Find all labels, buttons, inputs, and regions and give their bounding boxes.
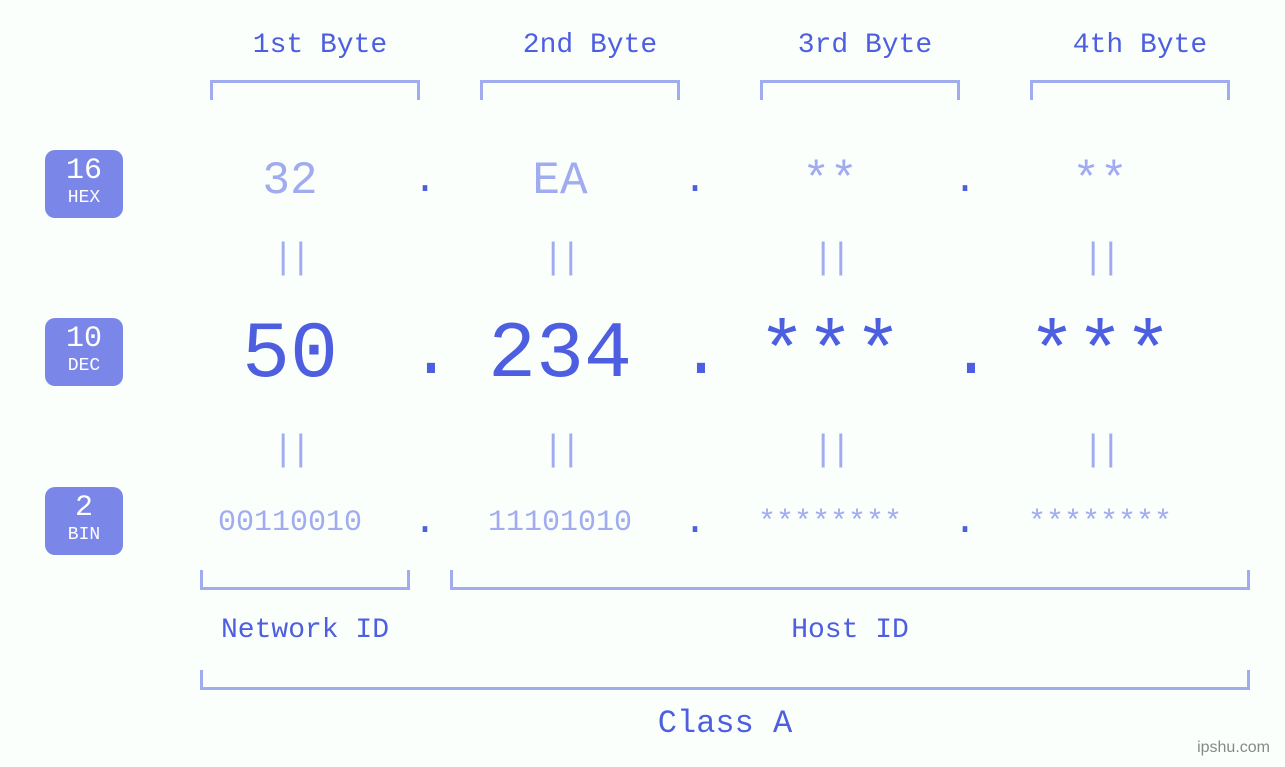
dot: . xyxy=(410,316,440,395)
label-host-id: Host ID xyxy=(450,615,1250,646)
equals-icon: || xyxy=(440,430,680,471)
bracket-top-2 xyxy=(480,80,680,100)
dec-b3: *** xyxy=(710,310,950,401)
dot: . xyxy=(680,500,710,545)
equals-icon: || xyxy=(440,238,680,279)
row-dec: 50 . 234 . *** . *** xyxy=(170,310,1265,401)
bracket-network xyxy=(200,570,410,590)
badge-hex: 16 HEX xyxy=(45,150,123,218)
bin-b1: 00110010 xyxy=(170,506,410,540)
bracket-top-3 xyxy=(760,80,960,100)
bin-b4: ******** xyxy=(980,506,1220,540)
row-hex: 32 . EA . ** . ** xyxy=(170,155,1265,207)
equals-icon: || xyxy=(980,430,1220,471)
dec-b4: *** xyxy=(980,310,1220,401)
equals-icon: || xyxy=(980,238,1220,279)
row-bin: 00110010 . 11101010 . ******** . *******… xyxy=(170,500,1265,545)
bin-b2: 11101010 xyxy=(440,506,680,540)
bracket-host xyxy=(450,570,1250,590)
header-byte1: 1st Byte xyxy=(200,30,440,61)
equals-icon: || xyxy=(170,238,410,279)
bracket-class xyxy=(200,670,1250,690)
equals-icon: || xyxy=(710,430,950,471)
header-byte3: 3rd Byte xyxy=(745,30,985,61)
equals-icon: || xyxy=(170,430,410,471)
hex-b1: 32 xyxy=(170,155,410,207)
row-eq1: || || || || xyxy=(170,238,1265,279)
watermark: ipshu.com xyxy=(1197,739,1270,757)
dec-b1: 50 xyxy=(170,310,410,401)
dot: . xyxy=(410,500,440,545)
dec-b2: 234 xyxy=(440,310,680,401)
bin-b3: ******** xyxy=(710,506,950,540)
dot: . xyxy=(950,316,980,395)
badge-hex-num: 16 xyxy=(45,156,123,186)
badge-bin: 2 BIN xyxy=(45,487,123,555)
dot: . xyxy=(950,500,980,545)
ip-byte-diagram: 1st Byte 2nd Byte 3rd Byte 4th Byte 16 H… xyxy=(0,0,1285,767)
badge-dec-num: 10 xyxy=(45,324,123,354)
dot: . xyxy=(680,159,710,204)
badge-bin-sub: BIN xyxy=(45,525,123,547)
bracket-top-4 xyxy=(1030,80,1230,100)
bracket-top-1 xyxy=(210,80,420,100)
dot: . xyxy=(680,316,710,395)
header-byte4: 4th Byte xyxy=(1020,30,1260,61)
hex-b4: ** xyxy=(980,155,1220,207)
hex-b3: ** xyxy=(710,155,950,207)
badge-bin-num: 2 xyxy=(45,493,123,523)
dot: . xyxy=(950,159,980,204)
label-class: Class A xyxy=(200,705,1250,742)
dot: . xyxy=(410,159,440,204)
badge-dec-sub: DEC xyxy=(45,356,123,378)
hex-b2: EA xyxy=(440,155,680,207)
equals-icon: || xyxy=(710,238,950,279)
badge-dec: 10 DEC xyxy=(45,318,123,386)
label-network-id: Network ID xyxy=(200,615,410,646)
badge-hex-sub: HEX xyxy=(45,188,123,210)
header-byte2: 2nd Byte xyxy=(470,30,710,61)
row-eq2: || || || || xyxy=(170,430,1265,471)
